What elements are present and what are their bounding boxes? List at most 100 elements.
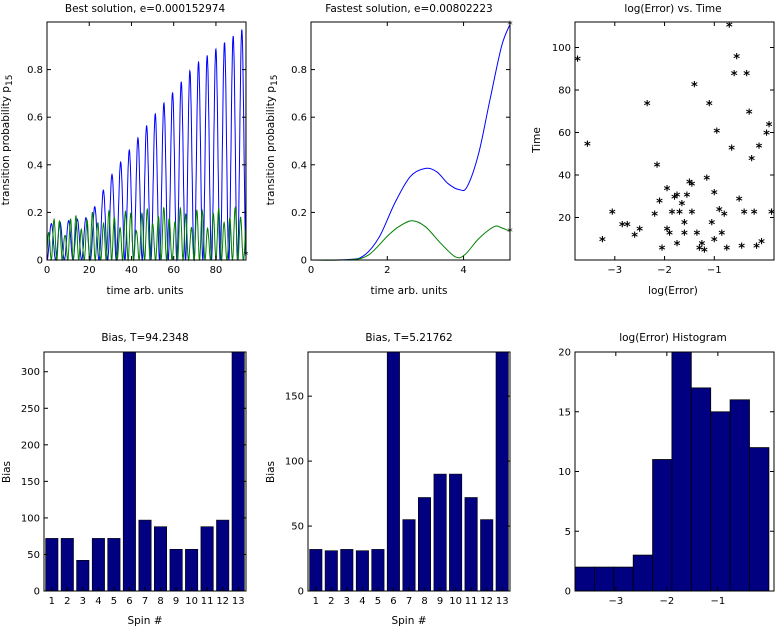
scatter-point: *: [671, 192, 678, 207]
scatter-point: *: [693, 229, 700, 244]
panel-best-solution: Best solution, e=0.000152974 time arb. u…: [0, 3, 249, 297]
scatter-point: *: [738, 241, 745, 256]
scatter-point: *: [723, 243, 730, 258]
panel-fastest-solution: Fastest solution, e=0.00802223 time arb.…: [265, 3, 513, 297]
bias1-xtick-label: 2: [64, 596, 70, 607]
scatter-point: *: [768, 207, 775, 222]
best-ylabel-subscript: 15: [5, 75, 15, 86]
fastest-ytick-label: 0.4: [291, 160, 307, 171]
bias2-bar: [340, 549, 354, 592]
bias2-xtick-label: 11: [465, 596, 478, 607]
scatter-point: *: [703, 173, 710, 188]
bias2-xtick-label: 5: [375, 596, 381, 607]
panel-scatter: log(Error) vs. Time log(Error) Time ****…: [531, 3, 775, 297]
bias2-xtick-label: 3: [344, 596, 350, 607]
bias1-bar: [231, 351, 245, 592]
bias2-bar: [480, 519, 494, 592]
scatter-ytick-label: 80: [558, 86, 571, 97]
bias2-ytick-label: 0: [298, 587, 304, 598]
bias1-xlabel: Spin #: [127, 615, 162, 627]
fastest-title: Fastest solution, e=0.00802223: [325, 3, 492, 15]
bias1-xtick-label: 4: [95, 596, 101, 607]
scatter-point: *: [746, 107, 753, 122]
bias1-xtick-label: 7: [142, 596, 148, 607]
hist-bar: [632, 554, 654, 592]
scatter-ytick-label: 20: [558, 213, 571, 224]
bias1-bar: [185, 548, 199, 592]
bias1-ylabel: Bias: [1, 461, 13, 483]
best-ytick-label: 0.2: [27, 208, 43, 219]
best-xtick-label: 40: [125, 265, 138, 276]
scatter-xtick-label: −1: [707, 265, 722, 276]
bias1-bar: [216, 519, 230, 592]
bias1-bar: [107, 538, 121, 592]
bias1-bar: [138, 519, 152, 592]
scatter-point: *: [736, 195, 743, 210]
best-ylabel: transition probability p15: [0, 75, 15, 206]
fastest-plot-area: **0 2 400.20.40.60.8: [291, 18, 513, 276]
hist-bar: [652, 459, 673, 592]
bias1-ytick-label: 300: [21, 367, 40, 378]
scatter-title: log(Error) vs. Time: [624, 3, 721, 15]
bias2-bar: [417, 497, 431, 592]
scatter-point: *: [758, 237, 765, 252]
scatter-xtick-label: −3: [607, 265, 622, 276]
scatter-point: *: [743, 69, 750, 84]
scatter-point: *: [686, 178, 693, 193]
scatter-point: *: [728, 144, 735, 159]
scatter-point: *: [669, 207, 676, 222]
scatter-point: *: [631, 231, 638, 246]
hist-bar: [574, 566, 595, 592]
best-xtick-label: 0: [44, 265, 50, 276]
bias1-bar: [200, 526, 214, 592]
fastest-xlabel: time arb. units: [371, 285, 448, 297]
bias2-title: Bias, T=5.21762: [365, 332, 452, 344]
best-ytick-label: 0.4: [27, 160, 43, 171]
hist-bar: [710, 411, 731, 592]
bias1-xtick-label: 5: [111, 596, 117, 607]
scatter-ylabel: Time: [531, 127, 543, 154]
scatter-point: *: [716, 205, 723, 220]
bias2-ytick-label: 100: [285, 457, 304, 468]
bias2-bar: [324, 550, 338, 592]
hist-ytick-label: 10: [558, 467, 571, 478]
scatter-point: *: [636, 224, 643, 239]
hist-ytick-label: 0: [565, 587, 571, 598]
hist-bar: [594, 566, 615, 592]
best-xtick-label: 60: [167, 265, 180, 276]
scatter-point: *: [599, 235, 606, 250]
hist-ytick-label: 20: [558, 348, 571, 359]
scatter-point: *: [679, 199, 686, 214]
fastest-ytick-label: 0: [301, 256, 307, 267]
fastest-series-p15: [310, 24, 511, 261]
scatter-point: *: [731, 69, 738, 84]
hist-bar: [749, 447, 770, 592]
fastest-ylabel-subscript: 15: [270, 75, 280, 86]
scatter-point: *: [763, 129, 770, 144]
bias1-xtick-label: 13: [232, 596, 245, 607]
scatter-point: *: [713, 127, 720, 142]
scatter-point: *: [609, 207, 616, 222]
fastest-xtick-label: 2: [384, 265, 390, 276]
scatter-point: *: [651, 209, 658, 224]
scatter-point: *: [666, 229, 673, 244]
bias2-bar: [402, 519, 416, 592]
bias1-ytick-label: 100: [21, 513, 40, 524]
bias1-xtick-label: 11: [201, 596, 214, 607]
scatter-point: *: [706, 99, 713, 114]
bias2-xtick-label: 13: [496, 596, 509, 607]
best-title: Best solution, e=0.000152974: [65, 3, 226, 15]
bias1-bar: [91, 538, 105, 592]
scatter-point: *: [624, 220, 631, 235]
bias2-bar: [386, 351, 400, 592]
scatter-point: *: [711, 188, 718, 203]
hist-bar: [671, 351, 692, 592]
scatter-point: *: [711, 235, 718, 250]
scatter-point: *: [644, 99, 651, 114]
bias2-bar: [355, 550, 369, 592]
scatter-point: *: [751, 207, 758, 222]
bias2-ytick-label: 50: [291, 522, 304, 533]
hist-xtick-label: −1: [710, 596, 725, 607]
bias1-xtick-label: 6: [126, 596, 132, 607]
